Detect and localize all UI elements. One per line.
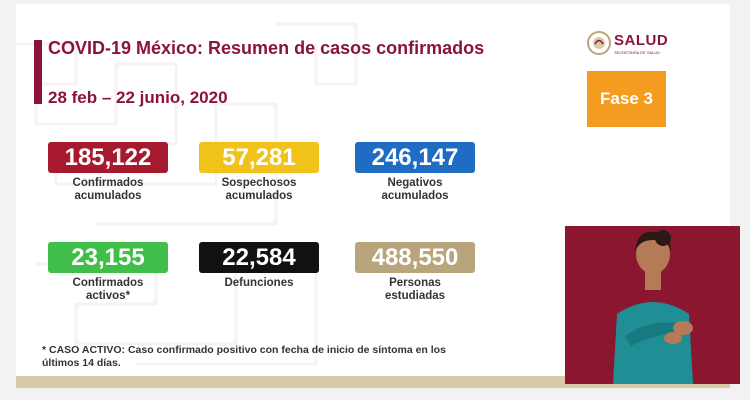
phase-badge: Fase 3	[587, 71, 666, 127]
bottom-strip	[16, 376, 730, 388]
stat-value: 22,584	[199, 242, 319, 273]
sign-language-interpreter-video	[565, 226, 740, 384]
stat-label-line: acumulados	[74, 190, 142, 202]
interpreter-figure	[565, 226, 740, 384]
logo-text: SALUD	[614, 32, 669, 49]
footnote-line: últimos 14 días.	[42, 357, 121, 369]
stat-label: Personas estudiadas	[355, 277, 475, 303]
footnote: * CASO ACTIVO: Caso confirmado positivo …	[42, 344, 462, 370]
stat-label: Negativos acumulados	[355, 177, 475, 203]
stat-label-line: Confirmados	[72, 177, 144, 189]
stat-active: 23,155 Confirmados activos*	[48, 242, 168, 303]
government-eagle-emblem-icon	[587, 31, 611, 55]
stat-label-line: Confirmados	[72, 277, 144, 289]
stat-label-line: estudiadas	[384, 290, 446, 302]
stat-value: 246,147	[355, 142, 475, 173]
stat-negative: 246,147 Negativos acumulados	[355, 142, 475, 203]
stat-value: 185,122	[48, 142, 168, 173]
stat-confirmed: 185,122 Confirmados acumulados	[48, 142, 168, 203]
stat-label-line: Sospechosos	[221, 177, 297, 189]
stat-deaths: 22,584 Defunciones	[199, 242, 319, 290]
stat-suspected: 57,281 Sospechosos acumulados	[199, 142, 319, 203]
stat-label-line: acumulados	[381, 190, 449, 202]
title-accent-bar	[34, 40, 42, 104]
stat-label-line: Defunciones	[224, 277, 294, 289]
stat-label-line: acumulados	[225, 190, 293, 202]
stat-label-line: Personas	[389, 277, 441, 289]
stat-value: 57,281	[199, 142, 319, 173]
background-pattern	[16, 22, 358, 366]
stat-studied: 488,550 Personas estudiadas	[355, 242, 475, 303]
date-range: 28 feb – 22 junio, 2020	[48, 88, 228, 107]
stat-value: 23,155	[48, 242, 168, 273]
stat-label-line: Negativos	[387, 177, 443, 189]
stat-label: Confirmados acumulados	[48, 177, 168, 203]
slide: COVID-19 México: Resumen de casos confir…	[16, 4, 730, 388]
stat-value: 488,550	[355, 242, 475, 273]
salud-logo: SALUD SECRETARÍA DE SALUD	[586, 30, 676, 60]
stat-label: Defunciones	[199, 277, 319, 290]
stat-label: Confirmados activos*	[48, 277, 168, 303]
logo-subtext: SECRETARÍA DE SALUD	[614, 50, 661, 55]
slide-title: COVID-19 México: Resumen de casos confir…	[48, 38, 485, 58]
stat-label: Sospechosos acumulados	[199, 177, 319, 203]
footnote-line: * CASO ACTIVO: Caso confirmado positivo …	[42, 344, 446, 356]
stat-label-line: activos*	[85, 290, 131, 302]
